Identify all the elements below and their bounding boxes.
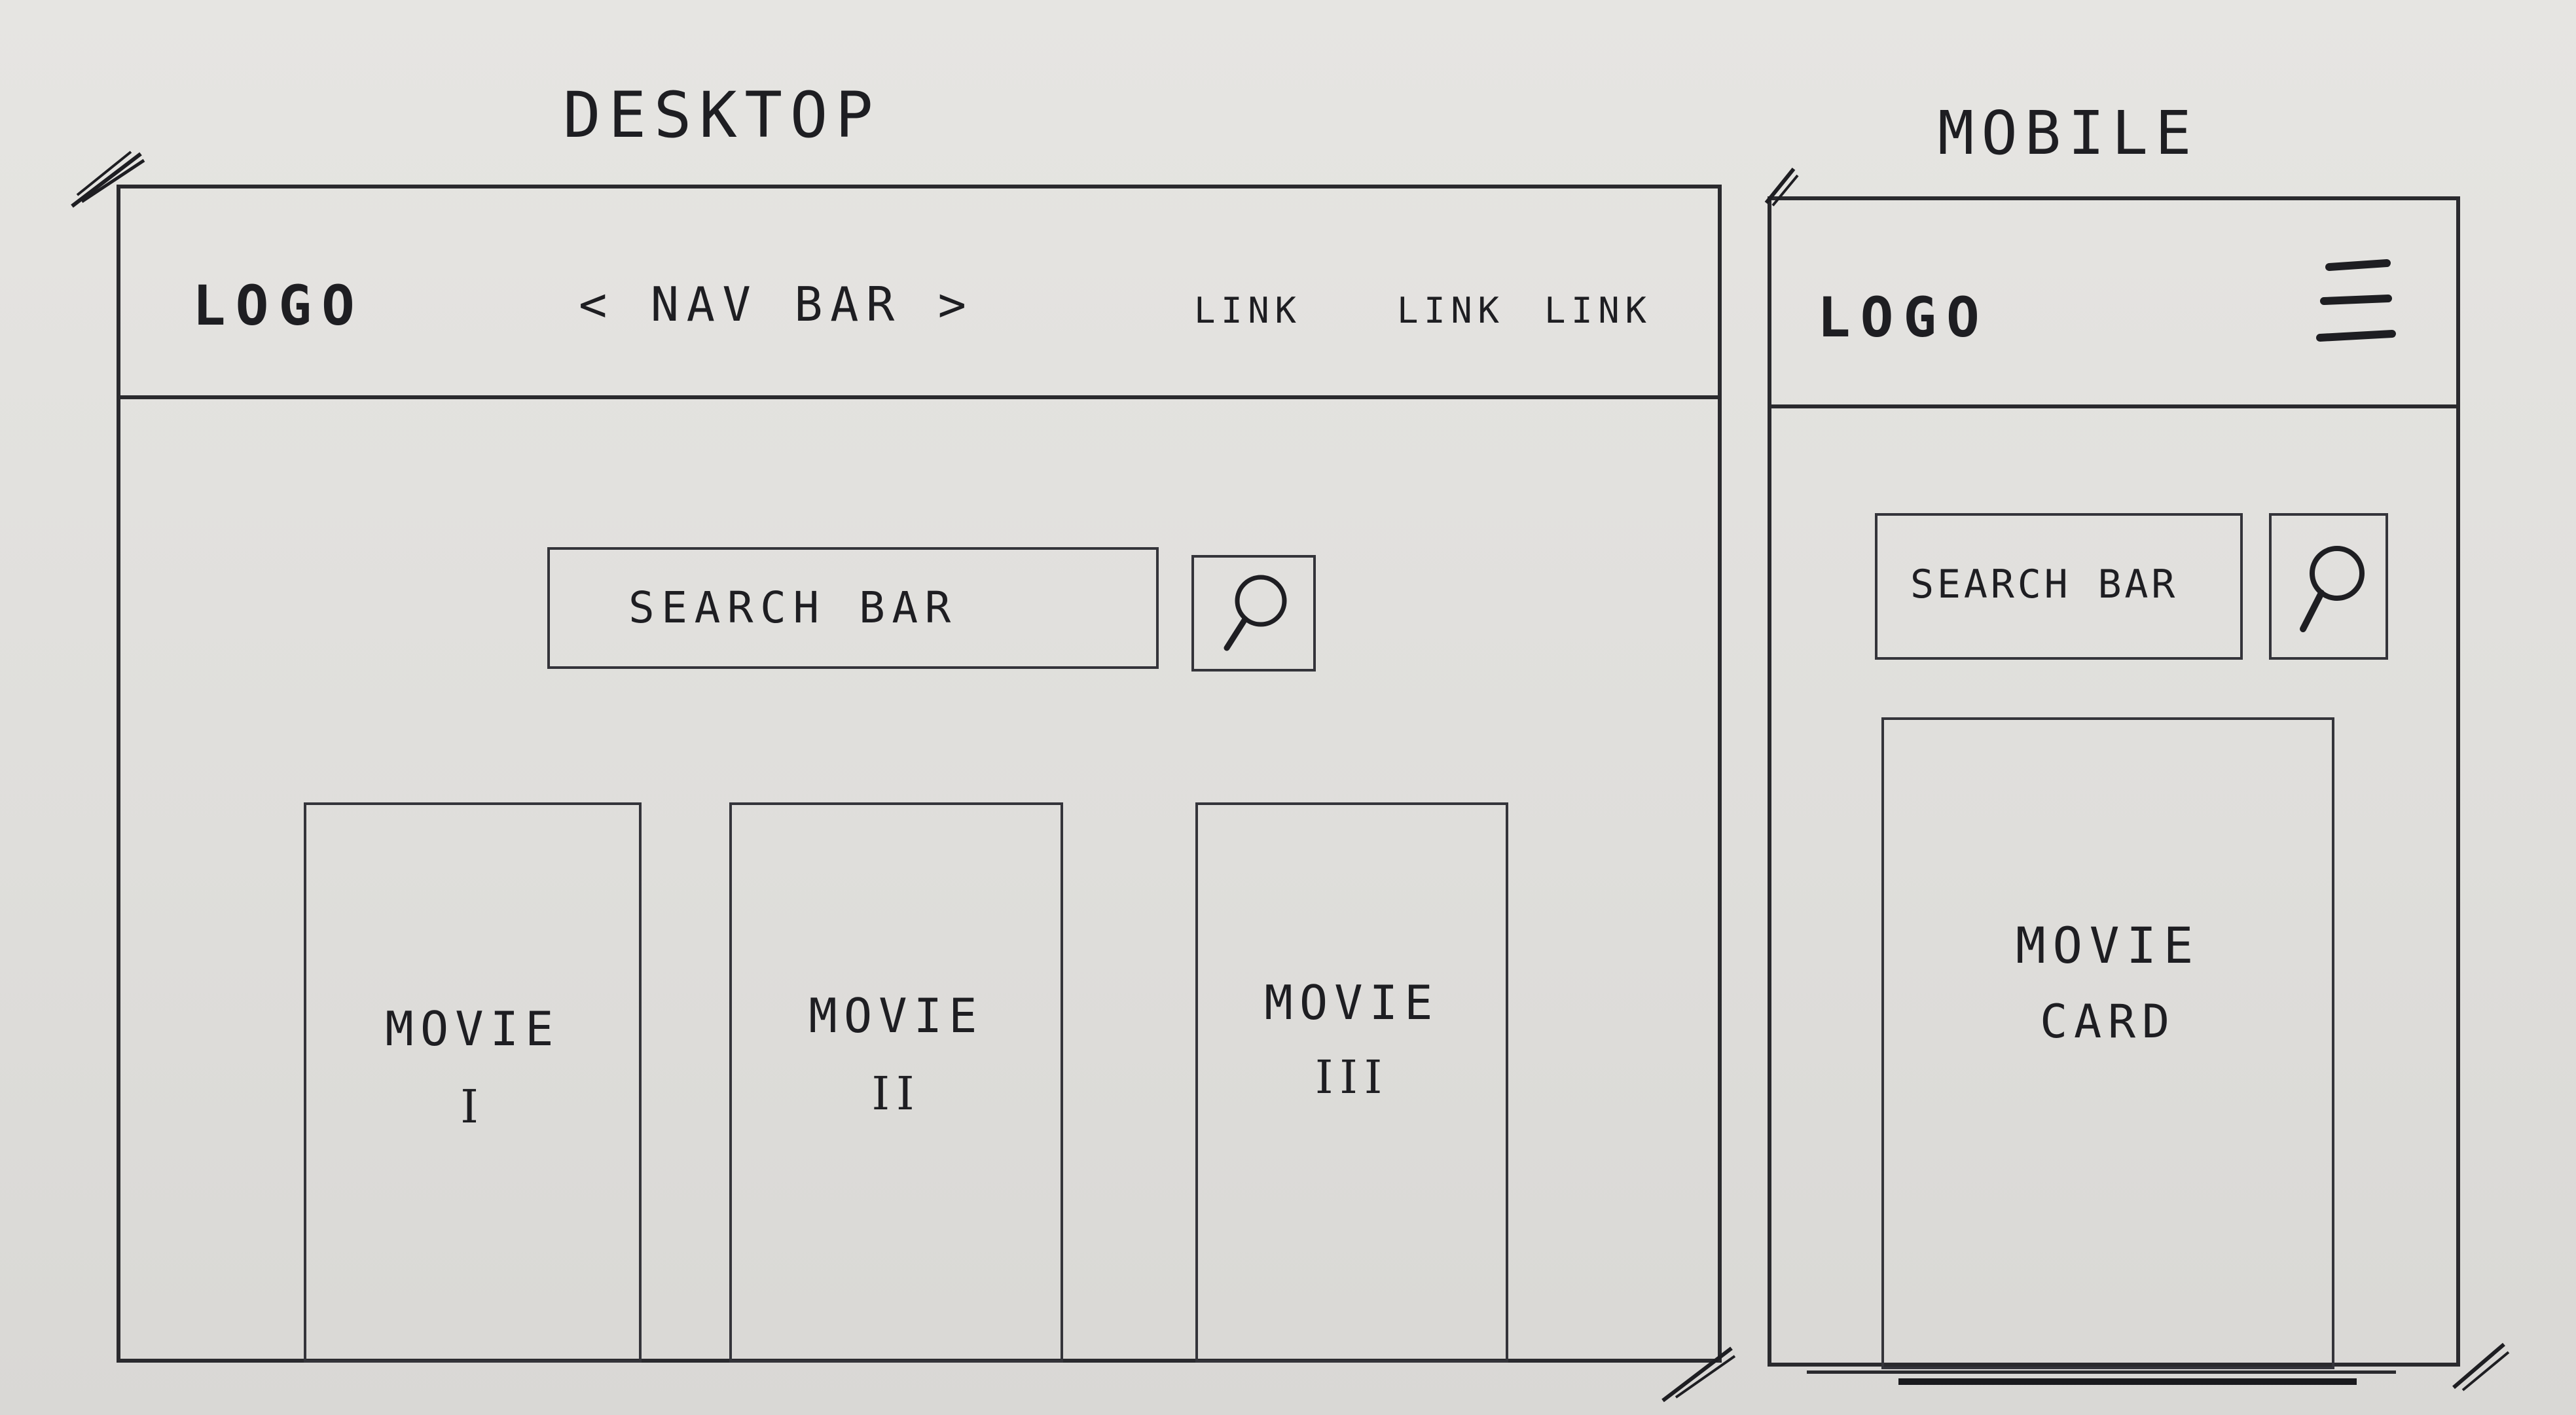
mobile-logo[interactable]: LOGO <box>1817 285 1989 349</box>
corner-hatch-mark <box>2448 1335 2514 1394</box>
mobile-wireframe: LOGO SEARCH BAR MOVIE CARD <box>1768 196 2460 1369</box>
desktop-search-button[interactable] <box>1191 555 1316 672</box>
search-icon <box>1220 571 1292 656</box>
desktop-wireframe: LOGO < NAV BAR > LINK LINK LINK SEARCH B… <box>117 185 1722 1363</box>
desktop-link-3[interactable]: LINK <box>1544 290 1652 331</box>
movie-card-3-numeral: III <box>1315 1050 1389 1104</box>
mobile-movie-card[interactable]: MOVIE CARD <box>1881 717 2334 1369</box>
mobile-search-label: SEARCH BAR <box>1910 562 2179 607</box>
movie-card-2[interactable]: MOVIE II <box>729 802 1063 1363</box>
mobile-bottom-stroke <box>1898 1378 2357 1385</box>
mobile-search-button[interactable] <box>2269 513 2388 660</box>
desktop-heading: DESKTOP <box>563 79 881 152</box>
desktop-header-divider <box>120 395 1718 399</box>
mobile-movie-card-line2: CARD <box>2040 995 2176 1048</box>
movie-card-1-numeral: I <box>460 1080 485 1134</box>
movie-card-2-numeral: II <box>871 1067 921 1120</box>
desktop-header: LOGO < NAV BAR > LINK LINK LINK <box>120 188 1718 398</box>
hamburger-menu-icon[interactable] <box>2315 253 2400 357</box>
desktop-logo[interactable]: LOGO <box>192 274 365 338</box>
desktop-search-input[interactable]: SEARCH BAR <box>547 547 1159 669</box>
movie-card-2-title: MOVIE <box>808 988 984 1043</box>
mobile-header: LOGO <box>1771 200 2456 406</box>
desktop-search-label: SEARCH BAR <box>628 582 958 633</box>
mobile-bottom-stroke <box>1807 1370 2396 1374</box>
movie-card-3[interactable]: MOVIE III <box>1195 802 1508 1363</box>
corner-hatch-mark <box>65 144 151 216</box>
mobile-search-input[interactable]: SEARCH BAR <box>1875 513 2243 660</box>
movie-card-3-title: MOVIE <box>1264 975 1440 1030</box>
desktop-nav-bar[interactable]: < NAV BAR > <box>579 277 974 332</box>
movie-card-1[interactable]: MOVIE I <box>304 802 642 1363</box>
mobile-heading: MOBILE <box>1938 98 2199 168</box>
movie-card-1-title: MOVIE <box>385 1001 560 1056</box>
corner-hatch-mark <box>1656 1335 1741 1407</box>
mobile-movie-card-line1: MOVIE <box>2016 916 2200 975</box>
mobile-header-divider <box>1771 404 2456 408</box>
search-icon <box>2296 541 2368 639</box>
desktop-link-1[interactable]: LINK <box>1194 290 1302 331</box>
desktop-link-2[interactable]: LINK <box>1397 290 1505 331</box>
corner-hatch-mark <box>1761 164 1800 209</box>
